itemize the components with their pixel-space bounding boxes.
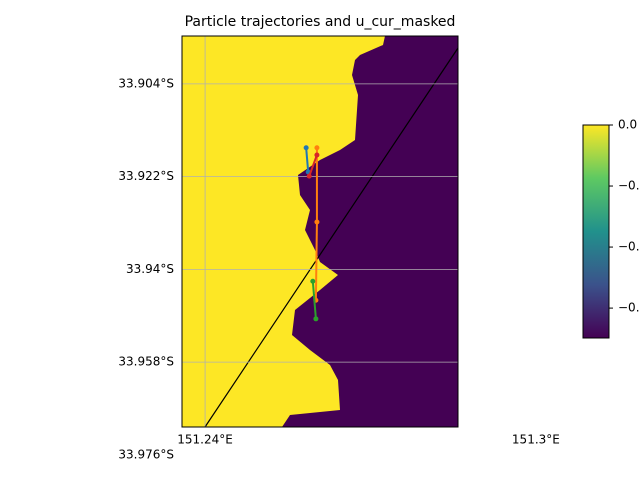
- x-tick-label: 151.24°E: [177, 433, 233, 447]
- land: [182, 36, 385, 427]
- trajectory: [308, 154, 318, 177]
- y-tick-label: 33.922°S: [118, 169, 174, 183]
- trajectory-point: [314, 145, 320, 151]
- chart-title: Particle trajectories and u_cur_masked: [185, 14, 456, 30]
- trajectory-point: [314, 219, 320, 225]
- colorbar-tick-label: 0.0: [618, 118, 637, 132]
- y-tick-label: 33.958°S: [118, 355, 174, 369]
- colorbar-tick-label: −0.6: [618, 301, 640, 315]
- trajectory-point: [313, 316, 319, 322]
- trajectory-point: [306, 173, 312, 179]
- y-tick-label: 33.904°S: [118, 76, 174, 90]
- boundary-line: [204, 47, 459, 428]
- axes-frame: [181, 35, 459, 428]
- y-tick-label: 33.94°S: [126, 262, 174, 276]
- trajectory-point: [303, 145, 309, 151]
- colorbar-tick-label: −0.4: [618, 240, 640, 254]
- trajectory: [305, 147, 310, 173]
- y-tick-label: 33.976°S: [118, 447, 174, 461]
- x-tick-label: 151.3°E: [512, 433, 560, 447]
- trajectory-point: [314, 152, 320, 158]
- trajectory: [311, 281, 317, 319]
- colorbar: [582, 124, 610, 339]
- trajectory-point: [310, 278, 316, 284]
- colorbar-tick-label: −0.2: [618, 179, 640, 193]
